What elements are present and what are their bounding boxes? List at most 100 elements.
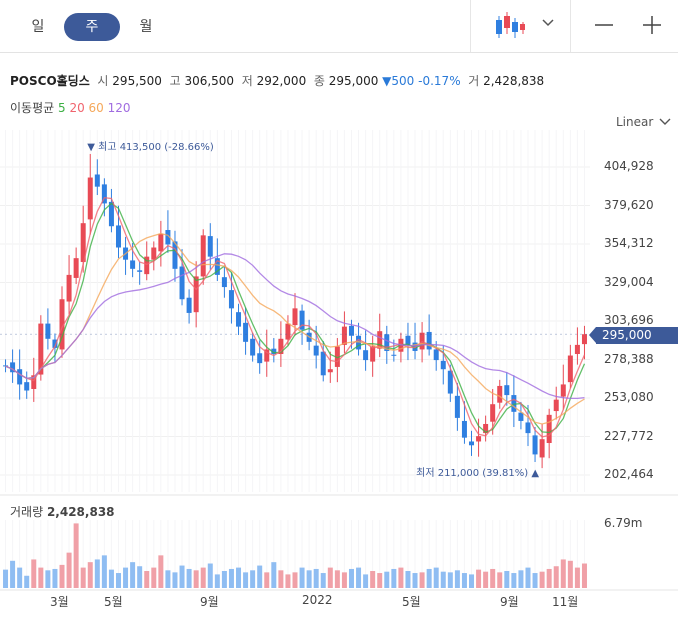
zoom-out-icon[interactable] (593, 14, 615, 36)
volume-bar[interactable] (567, 560, 573, 588)
candle-body[interactable] (348, 325, 354, 336)
candle-body[interactable] (581, 334, 587, 345)
volume-bar[interactable] (341, 572, 347, 588)
volume-bar[interactable] (419, 572, 425, 588)
candle-body[interactable] (228, 290, 234, 309)
candle-body[interactable] (264, 349, 270, 362)
volume-bar[interactable] (10, 560, 16, 588)
candle-body[interactable] (334, 346, 340, 367)
volume-bar[interactable] (384, 571, 390, 588)
candle-body[interactable] (384, 334, 390, 351)
volume-bar[interactable] (144, 571, 150, 588)
volume-bar[interactable] (440, 571, 446, 588)
candle-body[interactable] (553, 399, 559, 412)
candle-body[interactable] (45, 323, 51, 339)
volume-bar[interactable] (469, 574, 475, 588)
volume-bar[interactable] (130, 562, 136, 588)
volume-bar[interactable] (94, 559, 100, 588)
volume-bar[interactable] (292, 572, 298, 588)
candle-body[interactable] (207, 236, 213, 257)
candle-body[interactable] (250, 338, 256, 356)
volume-bar[interactable] (483, 571, 489, 588)
volume-bar[interactable] (278, 570, 284, 588)
volume-bar[interactable] (228, 568, 234, 588)
tab-daily[interactable]: 일 (31, 19, 45, 35)
candle-body[interactable] (3, 365, 9, 367)
candle-body[interactable] (327, 369, 333, 373)
volume-bar[interactable] (476, 569, 482, 588)
chevron-down-icon[interactable] (541, 18, 555, 28)
candle-body[interactable] (31, 375, 37, 389)
volume-bar[interactable] (45, 570, 51, 588)
volume-bar[interactable] (553, 566, 559, 588)
candle-body[interactable] (10, 362, 16, 373)
candle-body[interactable] (17, 369, 23, 385)
volume-bar[interactable] (370, 571, 376, 588)
volume-bar[interactable] (250, 570, 256, 588)
candle-body[interactable] (172, 241, 178, 269)
candle-body[interactable] (341, 326, 347, 345)
ma-period-120[interactable]: 120 (103, 101, 131, 115)
volume-bar[interactable] (412, 573, 418, 588)
candle-body[interactable] (115, 225, 121, 248)
volume-bar[interactable] (299, 567, 305, 588)
candle-body[interactable] (144, 256, 150, 275)
candle-body[interactable] (214, 258, 220, 275)
volume-bar[interactable] (581, 563, 587, 588)
volume-bar[interactable] (24, 575, 30, 588)
volume-bar[interactable] (158, 555, 164, 588)
candle-body[interactable] (391, 354, 397, 356)
candle-body[interactable] (461, 420, 467, 438)
volume-bar[interactable] (214, 574, 220, 588)
candle-body[interactable] (320, 351, 326, 376)
candle-body[interactable] (278, 338, 284, 355)
candle-body[interactable] (313, 345, 319, 356)
candle-body[interactable] (483, 423, 489, 434)
volume-bar[interactable] (398, 567, 404, 588)
volume-bar[interactable] (179, 565, 185, 588)
volume-bar[interactable] (243, 572, 249, 588)
volume-bar[interactable] (560, 559, 566, 588)
volume-bar[interactable] (320, 573, 326, 588)
candle-body[interactable] (101, 184, 107, 204)
volume-bar[interactable] (511, 573, 517, 588)
candle-body[interactable] (73, 258, 79, 278)
volume-bar[interactable] (363, 574, 369, 588)
volume-bar[interactable] (539, 571, 545, 588)
volume-bar[interactable] (306, 570, 312, 588)
candle-body[interactable] (179, 266, 185, 300)
volume-bar[interactable] (3, 569, 9, 588)
volume-bar[interactable] (108, 569, 114, 588)
volume-bar[interactable] (574, 567, 580, 588)
volume-bar[interactable] (461, 573, 467, 588)
volume-bar[interactable] (377, 573, 383, 588)
volume-bar[interactable] (334, 570, 340, 588)
volume-bar[interactable] (271, 562, 277, 588)
volume-bar[interactable] (546, 568, 552, 588)
candle-body[interactable] (419, 332, 425, 350)
volume-bar[interactable] (348, 568, 354, 588)
candle-body[interactable] (87, 177, 93, 220)
candle-body[interactable] (511, 395, 517, 412)
candle-body[interactable] (405, 335, 411, 345)
candle-body[interactable] (299, 310, 305, 330)
candle-body[interactable] (243, 322, 249, 342)
volume-bar[interactable] (172, 572, 178, 588)
volume-bar[interactable] (66, 552, 72, 588)
volume-bar[interactable] (17, 567, 23, 588)
tab-weekly[interactable]: 주 (64, 13, 120, 41)
candle-body[interactable] (454, 395, 460, 418)
candle-body[interactable] (447, 370, 453, 394)
candle-body[interactable] (546, 414, 552, 443)
candle-body[interactable] (193, 276, 199, 313)
candle-body[interactable] (469, 441, 475, 446)
candle-body[interactable] (490, 404, 496, 422)
volume-bar[interactable] (391, 568, 397, 588)
volume-bar[interactable] (38, 567, 44, 588)
volume-bar[interactable] (405, 571, 411, 588)
candle-body[interactable] (525, 422, 531, 434)
volume-bar[interactable] (123, 567, 129, 588)
candle-body[interactable] (518, 412, 524, 421)
candle-body[interactable] (567, 355, 573, 383)
volume-bar[interactable] (447, 572, 453, 588)
